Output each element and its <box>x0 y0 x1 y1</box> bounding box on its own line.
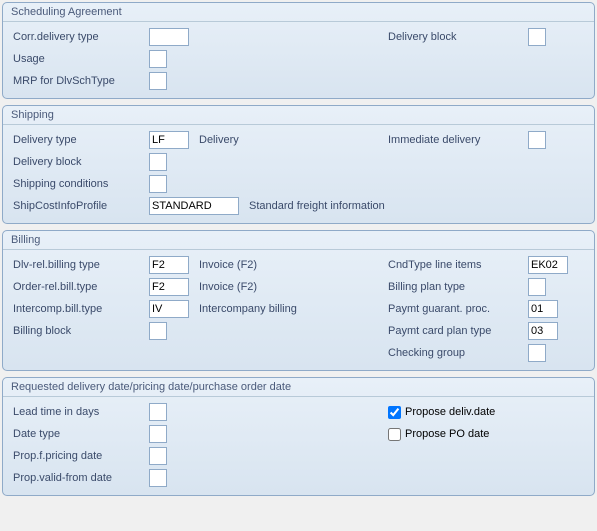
propose-po-date-checkbox[interactable] <box>388 428 401 441</box>
scheduling-agreement-panel: Scheduling Agreement Corr.delivery type … <box>2 2 595 99</box>
order-rel-billing-input[interactable] <box>149 278 189 296</box>
delivery-type-desc: Delivery <box>189 134 329 146</box>
dlv-rel-billing-label: Dlv-rel.billing type <box>9 259 149 271</box>
shipcost-profile-label: ShipCostInfoProfile <box>9 200 149 212</box>
delivery-block-input[interactable] <box>528 28 546 46</box>
intercomp-billing-desc: Intercompany billing <box>189 303 329 315</box>
date-type-label: Date type <box>9 428 149 440</box>
shipcost-profile-input[interactable] <box>149 197 239 215</box>
shipping-panel: Shipping Delivery type Delivery Immediat… <box>2 105 595 224</box>
immediate-delivery-label: Immediate delivery <box>388 134 528 146</box>
prop-valid-from-input[interactable] <box>149 469 167 487</box>
cndtype-input[interactable] <box>528 256 568 274</box>
billing-block-input[interactable] <box>149 322 167 340</box>
requested-date-title: Requested delivery date/pricing date/pur… <box>3 378 594 397</box>
billing-plan-type-input[interactable] <box>528 278 546 296</box>
dlv-rel-billing-desc: Invoice (F2) <box>189 259 329 271</box>
checking-group-input[interactable] <box>528 344 546 362</box>
delivery-type-input[interactable] <box>149 131 189 149</box>
immediate-delivery-input[interactable] <box>528 131 546 149</box>
billing-block-label: Billing block <box>9 325 149 337</box>
lead-time-label: Lead time in days <box>9 406 149 418</box>
order-rel-billing-label: Order-rel.bill.type <box>9 281 149 293</box>
shipping-title: Shipping <box>3 106 594 125</box>
paymt-card-plan-input[interactable] <box>528 322 558 340</box>
usage-label: Usage <box>9 53 149 65</box>
intercomp-billing-input[interactable] <box>149 300 189 318</box>
billing-panel: Billing Dlv-rel.billing type Invoice (F2… <box>2 230 595 371</box>
requested-date-panel: Requested delivery date/pricing date/pur… <box>2 377 595 496</box>
lead-time-input[interactable] <box>149 403 167 421</box>
paymt-card-plan-label: Paymt card plan type <box>388 325 528 337</box>
checking-group-label: Checking group <box>388 347 528 359</box>
shipping-conditions-label: Shipping conditions <box>9 178 149 190</box>
prop-pricing-date-input[interactable] <box>149 447 167 465</box>
propose-deliv-date-checkbox[interactable] <box>388 406 401 419</box>
order-rel-billing-desc: Invoice (F2) <box>189 281 329 293</box>
prop-pricing-date-label: Prop.f.pricing date <box>9 450 149 462</box>
mrp-dlvschtype-label: MRP for DlvSchType <box>9 75 149 87</box>
paymt-guarant-proc-label: Paymt guarant. proc. <box>388 303 528 315</box>
shipping-delivery-block-label: Delivery block <box>9 156 149 168</box>
billing-plan-type-label: Billing plan type <box>388 281 528 293</box>
corr-delivery-type-input[interactable] <box>149 28 189 46</box>
paymt-guarant-proc-input[interactable] <box>528 300 558 318</box>
intercomp-billing-label: Intercomp.bill.type <box>9 303 149 315</box>
propose-po-date-label: Propose PO date <box>405 428 489 440</box>
prop-valid-from-label: Prop.valid-from date <box>9 472 149 484</box>
billing-title: Billing <box>3 231 594 250</box>
usage-input[interactable] <box>149 50 167 68</box>
mrp-dlvschtype-input[interactable] <box>149 72 167 90</box>
delivery-type-label: Delivery type <box>9 134 149 146</box>
shipping-conditions-input[interactable] <box>149 175 167 193</box>
date-type-input[interactable] <box>149 425 167 443</box>
cndtype-label: CndType line items <box>388 259 528 271</box>
corr-delivery-type-label: Corr.delivery type <box>9 31 149 43</box>
dlv-rel-billing-input[interactable] <box>149 256 189 274</box>
shipping-delivery-block-input[interactable] <box>149 153 167 171</box>
propose-deliv-date-label: Propose deliv.date <box>405 406 495 418</box>
delivery-block-label: Delivery block <box>388 31 528 43</box>
shipcost-profile-desc: Standard freight information <box>239 200 385 212</box>
scheduling-agreement-title: Scheduling Agreement <box>3 3 594 22</box>
